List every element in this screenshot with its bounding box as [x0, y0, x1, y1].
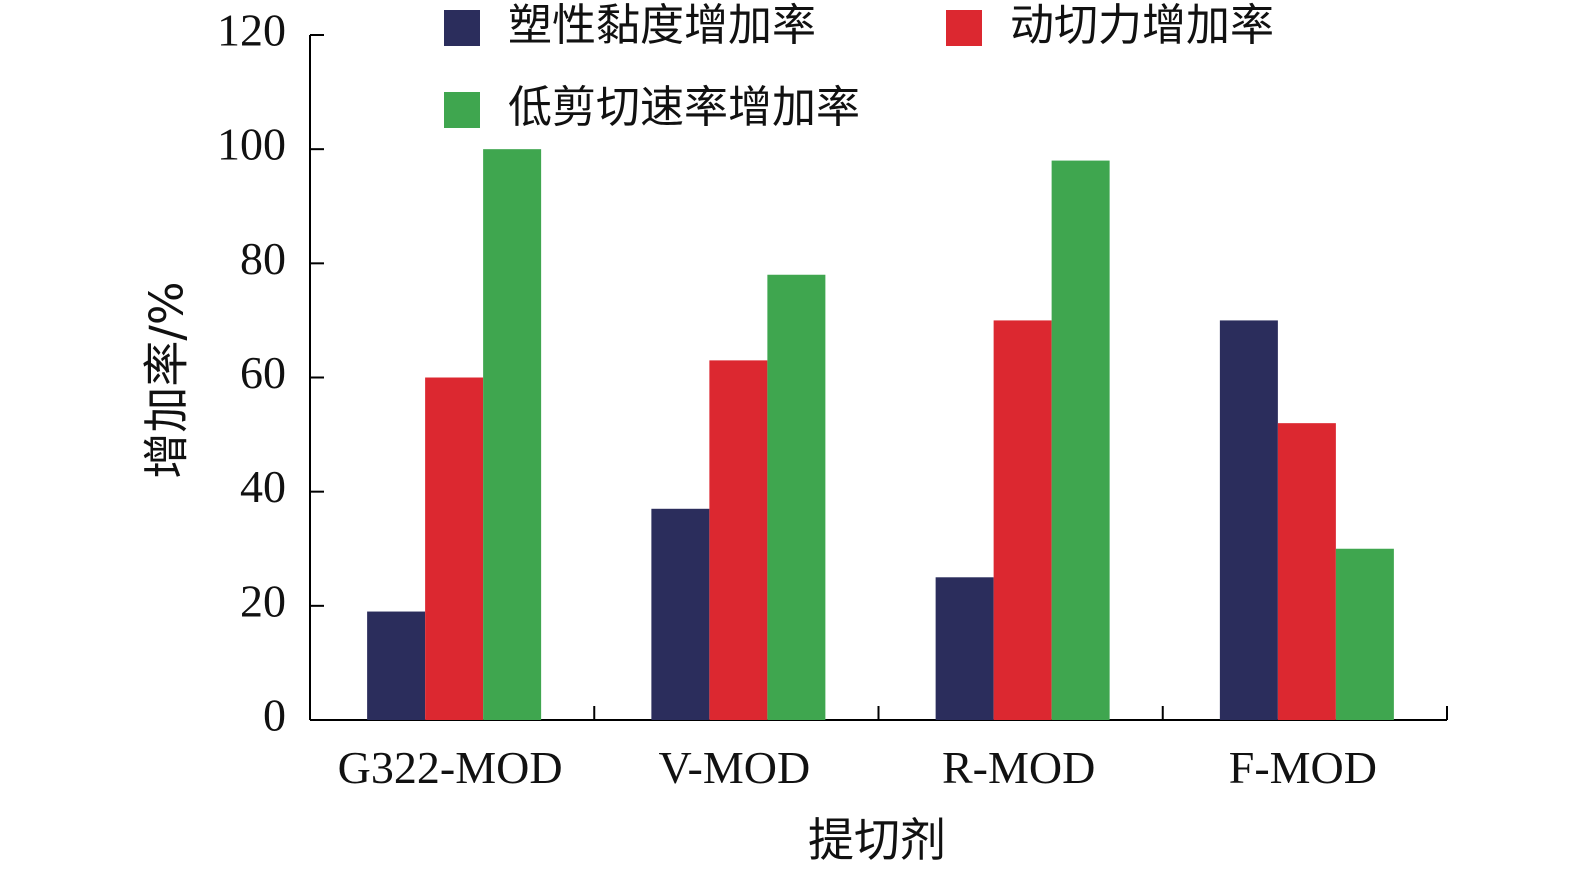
- bar: [483, 149, 542, 720]
- bar: [1335, 548, 1394, 720]
- bar: [709, 360, 768, 720]
- x-axis-title: 提切剂: [808, 813, 946, 867]
- y-tick-label: 20: [240, 575, 286, 626]
- bar: [425, 377, 484, 720]
- legend-swatch: [946, 10, 982, 46]
- y-tick-label: 80: [240, 233, 286, 284]
- bar: [1219, 320, 1278, 720]
- bar: [767, 274, 826, 720]
- legend-swatch: [444, 10, 480, 46]
- axes: 0 20 40 60 80 100 120 G322-MOD V-MOD R-MOD F-MOD: [217, 5, 1448, 793]
- legend-label: 塑性黏度增加率: [508, 0, 816, 51]
- y-tick-label: 40: [240, 461, 286, 512]
- bar: [367, 611, 426, 720]
- y-axis-title: 增加率/%: [140, 281, 194, 478]
- bar: [993, 320, 1052, 720]
- x-tick-label: F-MOD: [1229, 742, 1377, 793]
- legend-swatch: [444, 92, 480, 128]
- bar: [1051, 160, 1110, 721]
- y-tick-label: 120: [217, 5, 286, 56]
- legend-label: 低剪切速率增加率: [508, 82, 860, 133]
- bar: [651, 508, 710, 720]
- x-tick-label: G322-MOD: [338, 742, 563, 793]
- bars: [367, 149, 1394, 721]
- y-tick-label: 60: [240, 347, 286, 398]
- bar: [1277, 423, 1336, 720]
- legend-label: 动切力增加率: [1010, 0, 1274, 51]
- y-tick-label: 100: [217, 119, 286, 170]
- y-tick-label: 0: [263, 690, 286, 741]
- x-tick-label: V-MOD: [659, 742, 811, 793]
- x-tick-label: R-MOD: [942, 742, 1095, 793]
- bar: [935, 577, 994, 720]
